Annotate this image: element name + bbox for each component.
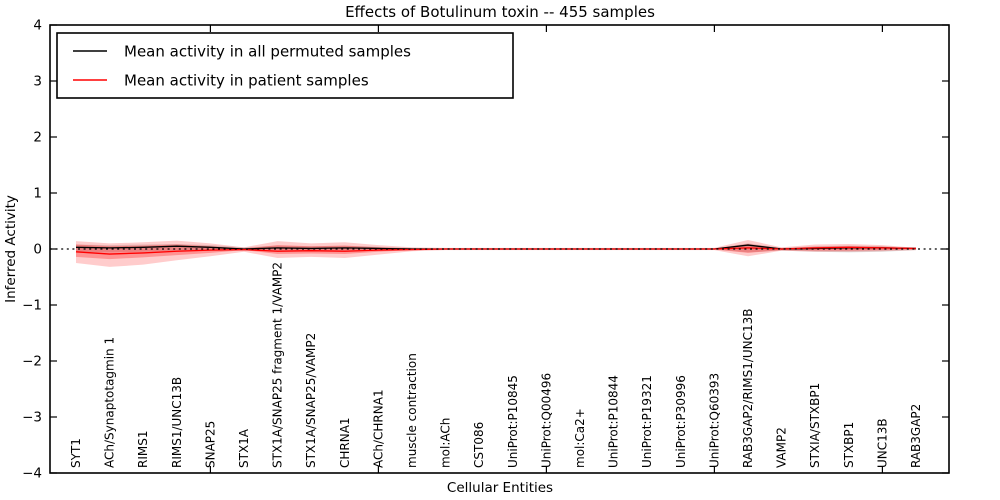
category-label: RIMS1 [136, 431, 150, 468]
y-tick-label: 0 [33, 242, 42, 258]
category-label: UniProt:Q00496 [539, 373, 553, 468]
category-label: CHRNA1 [338, 417, 352, 468]
category-label: STX1A/SNAP25/VAMP2 [304, 333, 318, 468]
y-tick-label: 3 [33, 74, 42, 90]
y-tick-label: −2 [22, 354, 42, 370]
y-tick-label: 2 [33, 130, 42, 146]
y-tick-label: −3 [22, 410, 42, 426]
category-label: STX1A/SNAP25 fragment 1/VAMP2 [271, 262, 285, 468]
category-label: ACh/CHRNA1 [371, 389, 385, 468]
category-label: mol:ACh [439, 418, 453, 468]
category-label: RIMS1/UNC13B [170, 377, 184, 468]
x-axis-label: Cellular Entities [446, 480, 554, 496]
category-label: ACh/Synaptotagmin 1 [103, 337, 117, 468]
category-label: CST086 [472, 422, 486, 468]
category-label: UNC13B [875, 418, 889, 468]
y-tick-label: 4 [33, 18, 42, 34]
category-label: STXBP1 [842, 422, 856, 468]
patient-mean-line [75, 246, 917, 255]
chart-title: Effects of Botulinum toxin -- 455 sample… [345, 3, 655, 21]
permuted-confidence-band [76, 243, 916, 253]
y-axis-label: Inferred Activity [3, 195, 19, 303]
category-label: SYT1 [69, 438, 83, 468]
category-label: VAMP2 [775, 427, 789, 468]
legend-box [56, 32, 514, 99]
legend-label: Mean activity in all permuted samples [124, 43, 411, 61]
category-label: mol:Ca2+ [573, 408, 587, 468]
y-tick-label: 1 [33, 186, 42, 202]
y-tick-label: −4 [22, 466, 42, 482]
category-label: UniProt:P10845 [506, 375, 520, 468]
category-label: UniProt:P10844 [607, 375, 621, 468]
legend-label: Mean activity in patient samples [124, 72, 369, 90]
category-label: SNAP25 [203, 421, 217, 468]
category-label: RAB3GAP2 [909, 404, 923, 468]
patient-outer-band [76, 240, 916, 267]
category-label: RAB3GAP2/RIMS1/UNC13B [741, 308, 755, 468]
category-label: UniProt:P19321 [640, 375, 654, 468]
category-label: UniProt:Q60393 [707, 373, 721, 468]
category-label: STX1A [237, 428, 251, 468]
category-label: STXIA/STXBP1 [808, 383, 822, 468]
y-tick-label: −1 [22, 298, 42, 314]
category-label: muscle contraction [405, 353, 419, 468]
category-label: UniProt:P30996 [674, 375, 688, 468]
